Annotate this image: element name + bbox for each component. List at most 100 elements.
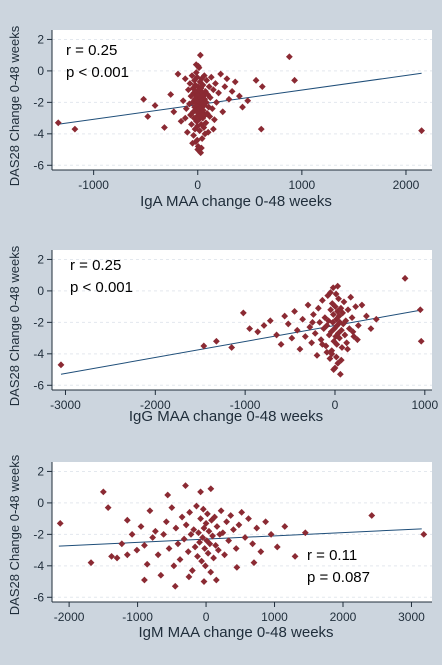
data-point	[245, 515, 252, 523]
data-point	[54, 119, 62, 127]
data-point	[189, 139, 196, 147]
x-tick-label: -1000	[122, 610, 153, 624]
y-tick-label: -4	[33, 559, 44, 573]
data-point	[193, 502, 200, 510]
data-point	[99, 488, 107, 496]
data-point	[194, 552, 201, 560]
data-point	[179, 97, 187, 105]
data-point	[291, 76, 298, 84]
data-point	[266, 317, 274, 325]
data-point	[151, 527, 159, 535]
data-point	[192, 69, 200, 76]
data-point	[194, 122, 201, 130]
data-point	[151, 102, 159, 109]
data-point	[193, 92, 201, 100]
data-point	[354, 322, 362, 329]
data-point	[219, 108, 227, 116]
data-point	[172, 524, 180, 532]
data-point	[194, 83, 202, 91]
data-point	[244, 97, 252, 105]
data-point	[181, 114, 189, 122]
data-point	[291, 552, 299, 560]
data-point	[198, 135, 206, 142]
data-point	[332, 333, 340, 340]
data-point	[194, 102, 202, 109]
data-point	[339, 309, 347, 317]
data-point	[221, 83, 229, 91]
data-point	[416, 306, 424, 314]
regression-line	[60, 309, 424, 375]
data-point	[118, 540, 126, 548]
data-point	[143, 560, 151, 568]
data-point	[202, 87, 209, 95]
data-point	[157, 571, 165, 579]
data-point	[198, 75, 205, 83]
data-point	[200, 72, 208, 80]
data-point	[201, 130, 209, 138]
data-point	[319, 340, 326, 348]
x-tick-label: 1000	[289, 178, 316, 192]
data-point	[205, 527, 213, 535]
data-point	[343, 339, 351, 347]
x-tick-label: 1000	[411, 398, 438, 412]
y-tick-label: -6	[33, 590, 44, 604]
data-point	[293, 326, 301, 334]
data-point	[182, 521, 190, 529]
data-point	[281, 523, 289, 530]
axes: 2 0 -2 -4 -6 -3000 -2000 -1000 0 1000	[33, 250, 438, 412]
axes: 2 0 -2 -4 -6 -1000 0 1000 2000	[33, 30, 432, 192]
data-point	[201, 545, 209, 552]
y-tick-label: -2	[33, 95, 44, 109]
correlation-p: p = 0.087	[307, 569, 370, 586]
data-point	[123, 551, 131, 559]
data-point	[170, 562, 178, 570]
data-point	[227, 512, 235, 519]
data-point	[372, 315, 380, 323]
data-point	[182, 482, 189, 489]
y-tick-label: 2	[37, 464, 44, 478]
data-point	[205, 83, 213, 91]
data-point	[191, 81, 199, 89]
data-point	[314, 304, 322, 312]
x-tick-label: -2000	[140, 398, 171, 412]
data-point	[250, 559, 258, 567]
data-point	[331, 303, 339, 311]
data-point	[189, 108, 197, 116]
plot-area	[52, 30, 432, 170]
data-point	[205, 103, 213, 111]
data-point	[257, 125, 265, 133]
data-point	[257, 548, 265, 556]
data-point	[190, 526, 198, 534]
data-point	[239, 309, 247, 317]
data-point	[200, 124, 208, 131]
data-point	[228, 87, 236, 95]
data-point	[57, 361, 65, 369]
data-point	[198, 557, 206, 565]
correlation-p: p < 0.001	[66, 64, 129, 81]
data-point	[418, 127, 425, 135]
y-axis-label: DAS28 Change 0-48 weeks	[7, 454, 22, 615]
data-point	[338, 326, 345, 334]
data-point	[230, 526, 237, 534]
data-point	[167, 91, 175, 98]
panel-igg: 2 0 -2 -4 -6 -3000 -2000 -1000 0 1000 r = 0.25 p …	[7, 245, 438, 425]
data-point	[309, 318, 316, 326]
data-point	[171, 582, 179, 590]
data-point	[301, 333, 309, 340]
y-tick-label: 0	[37, 284, 44, 298]
data-point	[113, 554, 121, 562]
data-point	[141, 541, 148, 549]
data-point	[197, 84, 205, 92]
data-point	[316, 318, 324, 326]
data-point	[203, 76, 211, 84]
data-point	[186, 508, 194, 516]
data-point	[238, 508, 246, 516]
data-point	[225, 537, 233, 545]
data-point	[209, 125, 217, 133]
data-point	[260, 322, 268, 329]
x-tick-label: -3000	[50, 398, 81, 412]
data-point	[319, 296, 326, 304]
y-tick-label: 2	[37, 32, 44, 46]
data-point	[310, 311, 317, 318]
data-point	[104, 504, 112, 512]
